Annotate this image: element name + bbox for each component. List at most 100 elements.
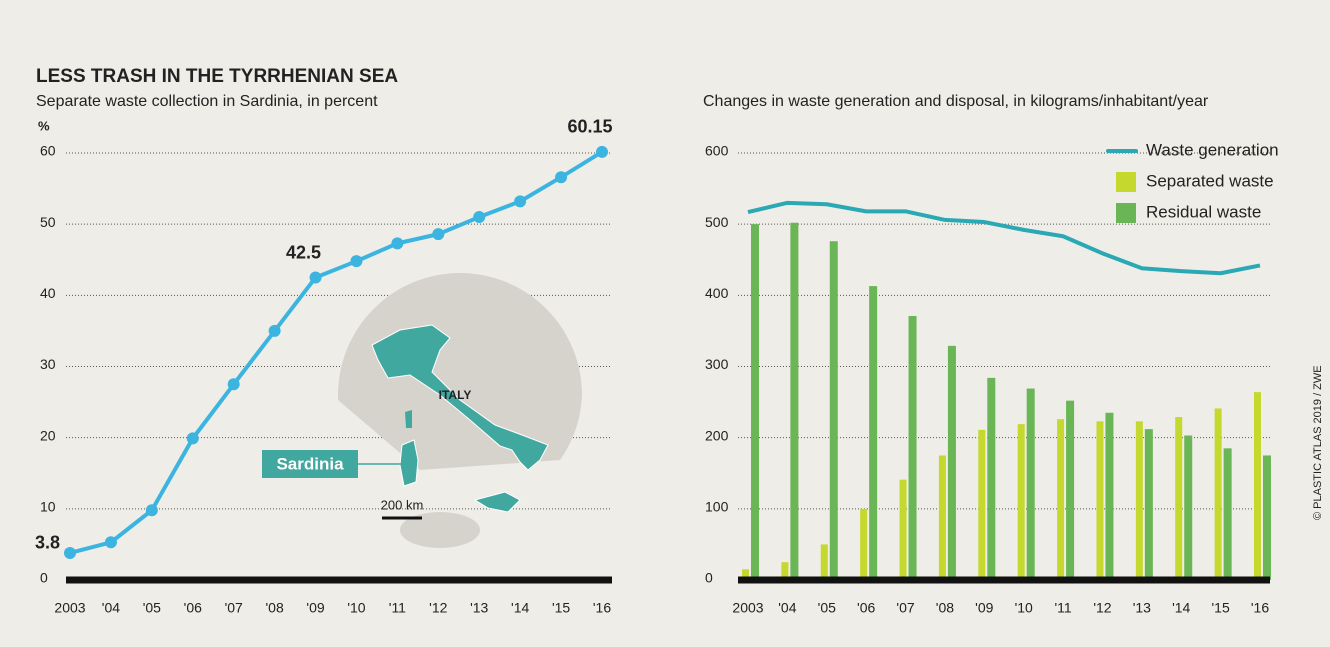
x-tick-label: '14 <box>511 600 529 616</box>
x-tick-label: '11 <box>389 600 406 616</box>
y-tick-label: 30 <box>40 356 56 372</box>
point <box>64 546 76 559</box>
point <box>473 211 486 224</box>
y-tick-label: 100 <box>705 499 729 515</box>
sardinia <box>399 439 419 487</box>
legend-label: Residual waste <box>1146 202 1261 221</box>
x-tick-label: '07 <box>896 600 914 616</box>
bar <box>1026 388 1035 580</box>
bar <box>781 562 789 580</box>
y-tick-label: 60 <box>40 143 56 159</box>
x-tick-label: '04 <box>102 600 120 616</box>
x-tick-label: '05 <box>818 600 836 616</box>
scale-label: 200 km <box>381 497 424 512</box>
title: LESS TRASH IN THE TYRRHENIAN SEA <box>36 66 398 87</box>
x-tick-label: '16 <box>593 600 611 616</box>
x-tick-label: '12 <box>429 600 447 616</box>
x-tick-label: '06 <box>857 600 875 616</box>
x-tick-label: '05 <box>143 600 161 616</box>
x-tick-label: '08 <box>265 600 283 616</box>
bar <box>742 569 749 580</box>
bar <box>908 315 917 580</box>
point <box>596 145 608 158</box>
bar <box>978 429 986 580</box>
bar <box>987 377 996 580</box>
bar <box>1057 419 1065 580</box>
label-box <box>262 450 358 478</box>
x-tick-label: '13 <box>1133 600 1151 616</box>
y-tick-label: 0 <box>705 570 713 586</box>
bar <box>899 479 907 580</box>
data-label: 3.8 <box>35 533 60 553</box>
point <box>391 237 404 250</box>
bar <box>1017 424 1025 580</box>
globe-shadow <box>400 512 480 548</box>
point <box>514 195 527 208</box>
x-tick-label: '10 <box>347 600 365 616</box>
y-tick-label: 20 <box>40 427 56 443</box>
x-tick-label: '16 <box>1251 600 1269 616</box>
x-tick-label: '09 <box>975 600 993 616</box>
point <box>432 228 445 241</box>
x-tick-label: 2003 <box>732 600 763 616</box>
y-axis-label: % <box>38 118 50 133</box>
bar <box>1175 417 1183 580</box>
bar <box>869 286 878 580</box>
sicily <box>473 491 521 513</box>
point <box>227 378 240 391</box>
italy <box>371 324 549 471</box>
legend-label: Waste generation <box>1146 140 1279 159</box>
point <box>309 271 322 284</box>
y-tick-label: 50 <box>40 214 56 230</box>
bar <box>1105 412 1114 580</box>
bar <box>1144 429 1153 580</box>
data-label: 42.5 <box>286 242 321 262</box>
point <box>268 324 281 337</box>
legend-label: Separated waste <box>1146 171 1274 190</box>
bar <box>1223 448 1232 580</box>
x-tick-label: '15 <box>552 600 570 616</box>
point <box>186 432 199 445</box>
x-tick-label: '13 <box>470 600 488 616</box>
bar <box>820 544 828 580</box>
bar <box>947 345 956 580</box>
point <box>104 536 117 549</box>
y-tick-label: 600 <box>705 143 729 159</box>
data-label: 60.15 <box>567 117 612 137</box>
x-tick-label: '15 <box>1211 600 1229 616</box>
y-tick-label: 40 <box>40 285 56 301</box>
credit: © PLASTIC ATLAS 2019 / ZWE <box>1312 365 1324 520</box>
bar <box>938 455 946 580</box>
bar <box>829 241 838 580</box>
corsica <box>405 410 412 428</box>
legend-swatch <box>1116 203 1136 223</box>
bar <box>1263 455 1271 580</box>
x-tick-label: '14 <box>1172 600 1190 616</box>
bar <box>790 222 799 580</box>
y-tick-label: 200 <box>705 427 729 443</box>
label: Sardinia <box>276 454 344 473</box>
x-tick-label: '10 <box>1015 600 1033 616</box>
point <box>555 171 568 184</box>
globe <box>338 273 582 470</box>
y-tick-label: 0 <box>40 570 48 586</box>
y-tick-label: 300 <box>705 356 729 372</box>
x-tick-label: 2003 <box>54 600 85 616</box>
legend-swatch <box>1116 172 1136 192</box>
label: ITALY <box>439 388 472 402</box>
x-tick-label: '11 <box>1054 600 1071 616</box>
bar <box>860 508 868 580</box>
bar <box>1184 435 1193 580</box>
x-tick-label: '06 <box>184 600 202 616</box>
x-tick-label: '07 <box>225 600 243 616</box>
point <box>145 504 158 517</box>
y-tick-label: 10 <box>40 499 56 515</box>
subtitle: Changes in waste generation and disposal… <box>703 93 1209 110</box>
subtitle: Separate waste collection in Sardinia, i… <box>36 93 378 110</box>
line <box>69 150 604 555</box>
y-tick-label: 400 <box>705 285 729 301</box>
bar <box>1066 400 1075 580</box>
bar <box>1135 421 1143 580</box>
x-tick-label: '09 <box>306 600 324 616</box>
